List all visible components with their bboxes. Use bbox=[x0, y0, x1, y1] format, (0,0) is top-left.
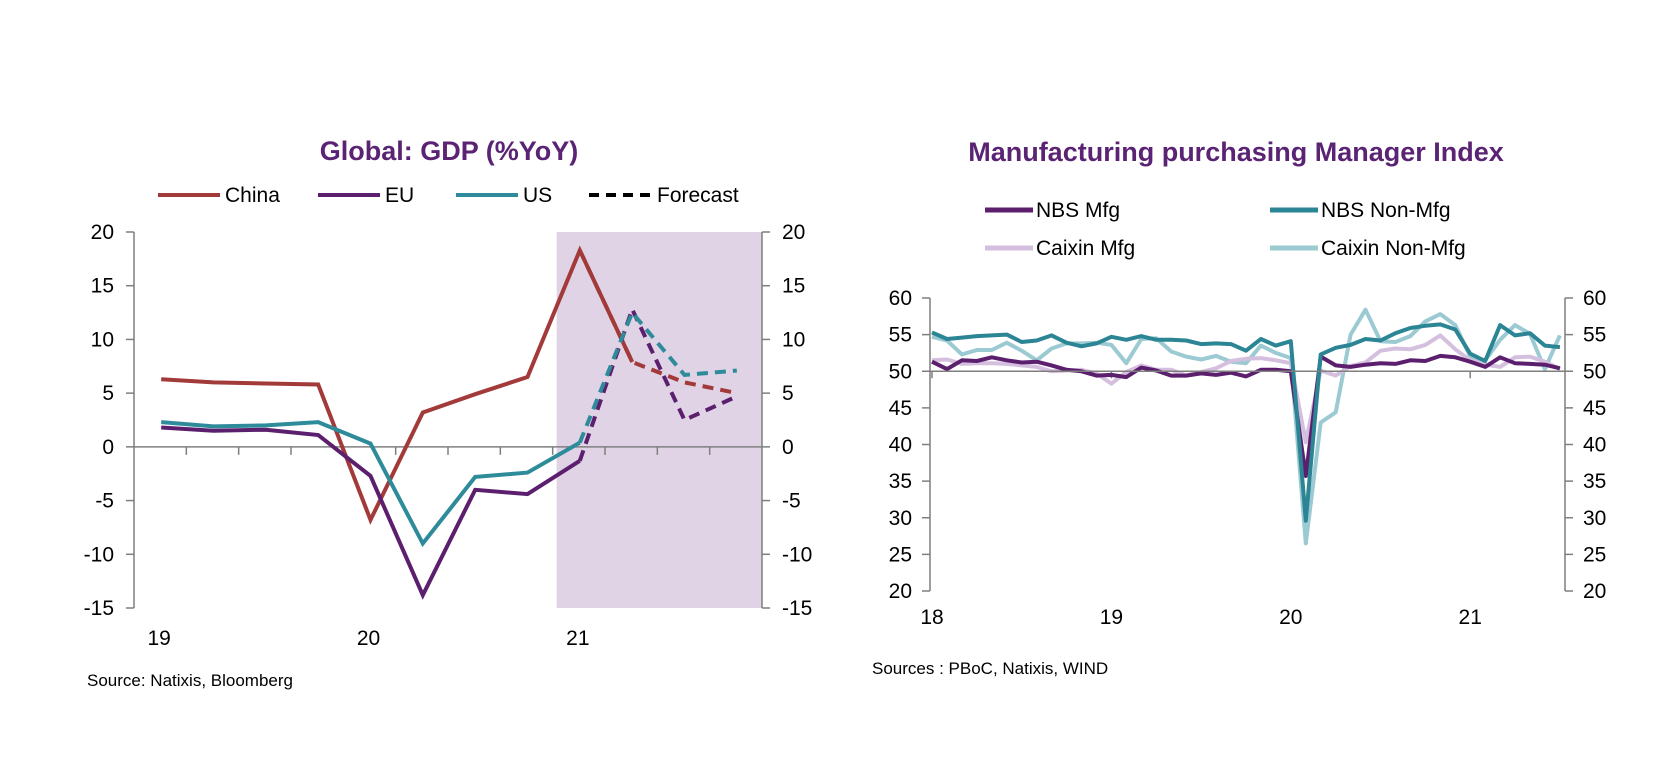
pmi-x-tick-label: 20 bbox=[1279, 606, 1302, 629]
pmi-left-tick-label: 25 bbox=[889, 543, 912, 566]
pmi-left-tick-label: 55 bbox=[889, 324, 912, 347]
gdp-right-tick-label: -15 bbox=[782, 597, 812, 620]
gdp-right-tick-label: 20 bbox=[782, 221, 805, 244]
gdp-legend-china-label: China bbox=[225, 184, 280, 207]
gdp-legend-forecast-label: Forecast bbox=[657, 184, 739, 207]
gdp-left-tick-label: 20 bbox=[91, 221, 114, 244]
gdp-left-tick-label: 15 bbox=[91, 275, 114, 298]
gdp-right-tick-label: -5 bbox=[782, 490, 801, 513]
pmi-x-tick-label: 18 bbox=[920, 606, 943, 629]
gdp-right-tick-label: 0 bbox=[782, 436, 794, 459]
gdp-right-tick-label: 5 bbox=[782, 382, 794, 405]
pmi-right-tick-label: 20 bbox=[1583, 580, 1606, 603]
gdp-left-tick-label: 5 bbox=[102, 382, 114, 405]
gdp-legend-us-label: US bbox=[523, 184, 552, 207]
gdp-plot-area: 20 20 15 15 10 10 5 5 0 0 -5 -5 -10 -10 -15 -15 19 20 21 bbox=[84, 221, 813, 650]
gdp-line-china bbox=[161, 245, 635, 525]
pmi-plot-area: 60 60 55 55 50 50 45 45 40 40 35 35 30 30 25 25 20 20 18 19… bbox=[889, 287, 1607, 629]
gdp-legend: China EU US Forecast bbox=[158, 184, 739, 207]
gdp-left-tick-label: -5 bbox=[95, 490, 114, 513]
pmi-right-tick-label: 40 bbox=[1583, 434, 1606, 457]
pmi-legend-caixin-nonmfg-label: Caixin Non-Mfg bbox=[1321, 237, 1466, 260]
pmi-x-tick-label: 21 bbox=[1459, 606, 1482, 629]
pmi-right-tick-label: 35 bbox=[1583, 470, 1606, 493]
pmi-legend-nbs-nonmfg-label: NBS Non-Mfg bbox=[1321, 199, 1451, 222]
pmi-right-tick-label: 45 bbox=[1583, 397, 1606, 420]
pmi-left-tick-label: 40 bbox=[889, 434, 912, 457]
pmi-legend: NBS Mfg NBS Non-Mfg Caixin Mfg Caixin No… bbox=[985, 199, 1466, 260]
gdp-line-eu bbox=[161, 425, 581, 600]
pmi-right-tick-label: 25 bbox=[1583, 543, 1606, 566]
gdp-forecast-line-us bbox=[577, 308, 737, 444]
pmi-line-caixin-mfg bbox=[931, 333, 1561, 445]
gdp-forecast-line-eu bbox=[577, 304, 738, 462]
gdp-forecast-line-china bbox=[577, 249, 738, 396]
gdp-x-tick-label: 20 bbox=[357, 627, 380, 650]
gdp-right-tick-label: -10 bbox=[782, 543, 812, 566]
pmi-x-tick-label: 19 bbox=[1100, 606, 1123, 629]
pmi-right-tick-label: 60 bbox=[1583, 287, 1606, 310]
pmi-chart-title: Manufacturing purchasing Manager Index bbox=[968, 137, 1504, 167]
gdp-left-tick-label: 0 bbox=[102, 436, 114, 459]
pmi-left-tick-label: 60 bbox=[889, 287, 912, 310]
pmi-chart: Manufacturing purchasing Manager Index N… bbox=[872, 137, 1606, 678]
pmi-left-tick-label: 35 bbox=[889, 470, 912, 493]
gdp-right-tick-label: 15 bbox=[782, 275, 805, 298]
pmi-line-nbs-mfg bbox=[931, 353, 1561, 478]
gdp-right-tick-label: 10 bbox=[782, 328, 805, 351]
gdp-left-tick-label: -15 bbox=[84, 597, 114, 620]
pmi-left-tick-label: 20 bbox=[889, 580, 912, 603]
pmi-right-tick-label: 50 bbox=[1583, 360, 1606, 383]
pmi-right-tick-label: 55 bbox=[1583, 324, 1606, 347]
gdp-left-tick-label: 10 bbox=[91, 328, 114, 351]
gdp-line-us bbox=[161, 420, 581, 548]
pmi-right-tick-label: 30 bbox=[1583, 507, 1606, 530]
pmi-left-tick-label: 45 bbox=[889, 397, 912, 420]
gdp-legend-eu-label: EU bbox=[385, 184, 414, 207]
pmi-left-tick-label: 30 bbox=[889, 507, 912, 530]
pmi-source-note: Sources : PBoC, Natixis, WIND bbox=[872, 659, 1108, 678]
gdp-x-tick-label: 21 bbox=[566, 627, 589, 650]
pmi-line-nbs-non-mfg bbox=[931, 322, 1561, 523]
gdp-chart: Global: GDP (%YoY) China EU US Forecast … bbox=[84, 136, 813, 690]
gdp-left-tick-label: -10 bbox=[84, 543, 114, 566]
pmi-legend-caixin-mfg-label: Caixin Mfg bbox=[1036, 237, 1135, 260]
gdp-x-tick-label: 19 bbox=[147, 627, 170, 650]
gdp-chart-title: Global: GDP (%YoY) bbox=[320, 136, 579, 166]
pmi-left-tick-label: 50 bbox=[889, 360, 912, 383]
pmi-legend-nbs-mfg-label: NBS Mfg bbox=[1036, 199, 1120, 222]
gdp-source-note: Source: Natixis, Bloomberg bbox=[87, 671, 293, 690]
